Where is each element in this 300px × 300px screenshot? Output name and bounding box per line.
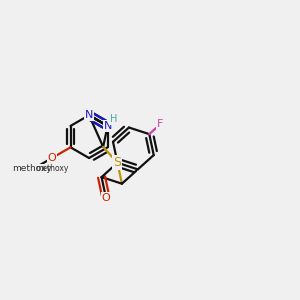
Text: methoxy: methoxy (12, 164, 52, 173)
Text: O: O (102, 193, 110, 203)
Text: F: F (157, 119, 164, 129)
Text: S: S (113, 156, 122, 169)
Text: methoxy: methoxy (35, 164, 68, 173)
Text: H: H (110, 114, 118, 124)
Text: O: O (48, 153, 56, 163)
Text: N: N (85, 110, 93, 120)
Text: N: N (103, 121, 112, 131)
